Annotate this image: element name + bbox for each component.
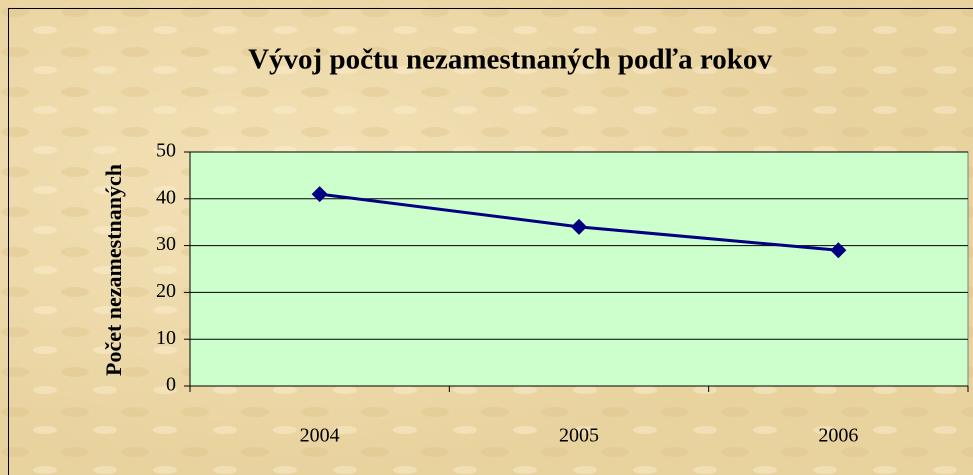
marker — [830, 242, 847, 259]
y-tick-label: 40 — [156, 186, 176, 208]
plot-area — [189, 151, 969, 387]
y-tick-label: 0 — [166, 374, 176, 396]
chart-border — [8, 8, 973, 475]
y-tick-label: 20 — [156, 280, 176, 302]
chart-title: Vývoj počtu nezamestnaných podľa rokov — [248, 44, 772, 76]
x-tick-label: 2005 — [559, 425, 599, 447]
x-tick-label: 2004 — [300, 425, 340, 447]
y-axis-label: Počet nezamestnaných — [101, 164, 126, 376]
x-tick-label: 2006 — [818, 425, 858, 447]
y-tick-label: 10 — [156, 327, 176, 349]
y-tick-label: 50 — [156, 140, 176, 162]
marker — [311, 186, 328, 203]
y-tick-label: 30 — [156, 233, 176, 255]
marker — [571, 218, 587, 235]
